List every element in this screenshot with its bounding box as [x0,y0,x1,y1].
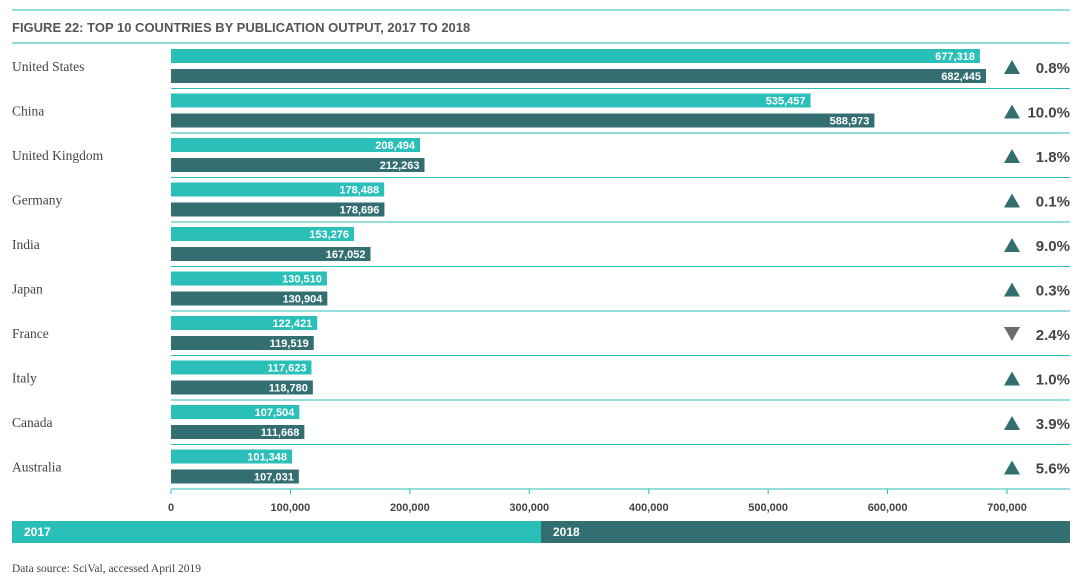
up-arrow-icon [1004,460,1020,475]
bar-value-label: 208,494 [375,140,416,152]
change-percent-label: 0.8% [1036,60,1070,77]
bar-2018 [171,69,987,83]
chart-rows: United States 677,318 682,445 0.8% China 535,… [12,49,1070,490]
up-arrow-icon [1004,371,1020,386]
bar-2018 [171,469,299,484]
bar-2017 [171,271,327,286]
country-label: Italy [12,371,37,386]
change-percent-label: 0.1% [1036,194,1070,211]
x-tick-label: 300,000 [509,502,549,514]
bar-2018 [171,291,328,306]
bar-value-label: 111,668 [261,427,300,439]
country-label: Australia [12,460,62,475]
bar-2017 [171,138,421,152]
bar-2017 [171,227,355,241]
bar-2018 [171,247,371,261]
up-arrow-icon [1004,104,1020,119]
bar-value-label: 107,031 [254,472,294,484]
change-percent-label: 0.3% [1036,283,1070,300]
x-tick-label: 700,000 [987,502,1027,514]
bar-value-label: 178,488 [339,185,379,197]
bar-value-label: 130,510 [282,274,322,286]
bar-value-label: 101,348 [247,452,287,464]
country-label: Canada [12,415,52,430]
legend-label: 2018 [553,525,580,539]
bar-2017 [171,93,811,108]
country-label: France [12,326,49,341]
down-arrow-icon [1004,327,1020,341]
data-source-note: Data source: SciVal, accessed April 2019 [12,563,201,575]
bar-2018 [171,113,875,128]
up-arrow-icon [1004,60,1020,74]
x-tick-label: 400,000 [629,502,669,514]
bar-value-label: 122,421 [272,318,312,330]
bar-2017 [171,405,300,419]
bar-2018 [171,158,425,172]
bar-value-label: 212,263 [380,160,420,172]
bar-value-label: 119,519 [270,338,309,350]
bar-value-label: 677,318 [935,51,975,63]
bar-2018 [171,380,313,395]
bar-value-label: 107,504 [255,407,296,419]
up-arrow-icon [1004,282,1020,297]
country-label: Japan [12,282,43,297]
country-label: Germany [12,193,62,208]
change-percent-label: 10.0% [1027,105,1070,122]
bar-value-label: 682,445 [941,71,981,83]
up-arrow-icon [1004,149,1020,163]
bar-2018 [171,336,314,350]
bar-2017 [171,316,318,330]
up-arrow-icon [1004,238,1020,252]
bar-value-label: 153,276 [309,229,349,241]
x-tick-label: 600,000 [868,502,908,514]
bar-value-label: 118,780 [269,383,308,395]
x-tick-label: 500,000 [748,502,788,514]
change-percent-label: 1.8% [1036,149,1070,166]
bar-2017 [171,360,312,375]
change-percent-label: 2.4% [1036,327,1070,344]
bar-2018 [171,202,385,217]
bar-2017 [171,449,293,464]
legend: 2017 2018 [12,521,1070,543]
bar-value-label: 130,904 [283,294,324,306]
change-percent-label: 3.9% [1036,416,1070,433]
bar-value-label: 167,052 [326,249,366,261]
bar-2017 [171,49,980,63]
bar-2017 [171,182,385,197]
up-arrow-icon [1004,193,1020,208]
change-percent-label: 1.0% [1036,372,1070,389]
x-tick-label: 200,000 [390,502,430,514]
bar-2018 [171,425,305,439]
country-label: United Kingdom [12,148,104,163]
bar-value-label: 178,696 [340,205,380,217]
country-label: India [12,237,40,252]
legend-swatch-2018 [541,521,1070,543]
chart-title: FIGURE 22: TOP 10 COUNTRIES BY PUBLICATI… [12,20,470,35]
legend-label: 2017 [24,525,51,539]
up-arrow-icon [1004,416,1020,430]
country-label: United States [12,59,84,74]
legend-swatch-2017 [12,521,541,543]
x-axis: 0 100,000 200,000 300,000 400,000 500,000 600,… [168,489,1027,514]
x-tick-label: 100,000 [271,502,311,514]
country-label: China [12,104,44,119]
change-percent-label: 5.6% [1036,461,1070,478]
change-percent-label: 9.0% [1036,238,1070,255]
bar-value-label: 117,623 [267,363,306,375]
bar-value-label: 588,973 [830,116,870,128]
x-tick-label: 0 [168,502,174,514]
bar-value-label: 535,457 [766,96,806,108]
